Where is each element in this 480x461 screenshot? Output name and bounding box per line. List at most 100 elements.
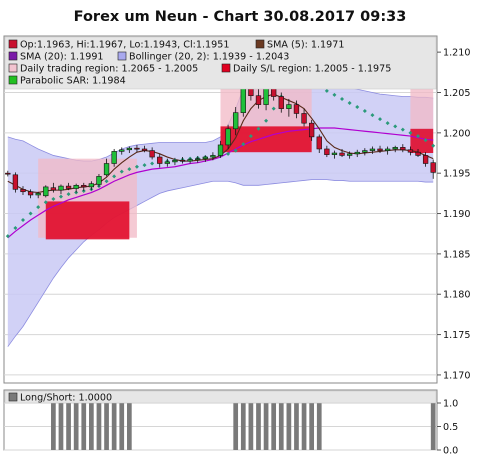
candle-body-7 — [58, 185, 64, 191]
longshort-bar-15 — [119, 403, 125, 450]
candle-body-9 — [73, 184, 79, 189]
sar-dot-4 — [36, 205, 41, 210]
legend-ohlc: Op:1.1963, Hi:1.1967, Lo:1.1943, Cl:1.19… — [20, 40, 229, 51]
y-tick-label-2: 1.200 — [443, 128, 470, 139]
trading-regions — [38, 73, 434, 240]
sar-dot-17 — [134, 164, 139, 169]
ls-y-tick-label-0: 1.0 — [443, 399, 458, 410]
candle-body-44 — [339, 152, 345, 156]
y-tick-label-1: 1.205 — [443, 88, 470, 99]
sar-dot-55 — [423, 138, 428, 143]
sar-dot-47 — [362, 109, 367, 114]
longshort-bar-39 — [301, 403, 307, 450]
legend-sma20: SMA (20): 1.1991 — [20, 52, 104, 63]
sar-dot-42 — [324, 88, 329, 93]
sar-dot-43 — [332, 92, 337, 97]
candle-body-50 — [384, 148, 391, 151]
candle-body-22 — [172, 159, 178, 163]
bollinger-fill — [7, 73, 434, 347]
longshort-bar-56 — [430, 403, 436, 450]
sar-dot-35 — [271, 106, 276, 111]
longshort-bar-13 — [104, 403, 109, 450]
candle-body-17 — [134, 147, 140, 150]
y-tick-label-6: 1.180 — [443, 290, 470, 301]
candle-body-20 — [157, 156, 163, 164]
candle-body-56 — [430, 162, 436, 173]
longshort-bar-9 — [73, 403, 79, 450]
main-y-axis: 1.210 1.205 1.200 1.195 1.190 1.185 1.180 1.175… — [437, 48, 470, 381]
longshort-bar-30 — [233, 403, 239, 450]
longshort-bar-8 — [66, 403, 71, 450]
chart-title: Forex um Neun - Chart 30.08.2017 09:33 — [74, 9, 407, 25]
candle-body-13 — [103, 163, 110, 176]
candle-body-53 — [407, 149, 414, 153]
longshort-bars — [51, 403, 436, 450]
sar-dot-14 — [112, 174, 117, 179]
candle-body-21 — [164, 161, 170, 164]
legend-bollinger: Bollinger (20, 2): 1.1939 - 1.2043 — [129, 52, 289, 63]
ls-y-tick-label-1: 0.5 — [443, 422, 458, 433]
sar-dot-56 — [431, 143, 436, 148]
candle-body-23 — [179, 159, 186, 162]
sar-dot-49 — [378, 117, 383, 122]
legend-sar: Parabolic SAR: 1.1984 — [20, 76, 126, 87]
candle-body-19 — [149, 150, 155, 158]
longshort-bar-11 — [89, 403, 94, 450]
candle-body-45 — [346, 153, 353, 156]
sar-dot-53 — [408, 130, 413, 135]
longshort-bar-41 — [316, 403, 322, 450]
legend-swatch-trading-region — [8, 63, 18, 73]
candle-body-5 — [43, 186, 49, 197]
y-tick-label-5: 1.185 — [443, 249, 470, 260]
sar-dot-51 — [393, 124, 398, 129]
sar-dot-8 — [66, 192, 71, 197]
candle-body-54 — [415, 151, 421, 156]
sar-dot-18 — [142, 163, 147, 168]
candle-body-10 — [81, 184, 87, 188]
longshort-legend-background — [4, 390, 437, 404]
y-tick-label-4: 1.190 — [443, 209, 470, 220]
longshort-bar-6 — [51, 403, 56, 450]
candle-body-40 — [309, 122, 315, 138]
longshort-bar-40 — [309, 403, 315, 450]
candle-body-30 — [233, 112, 239, 130]
candle-body-8 — [65, 185, 72, 189]
sar-dot-44 — [340, 96, 345, 101]
sar-dot-29 — [226, 151, 231, 156]
sar-dot-15 — [119, 169, 124, 174]
candle-body-33 — [255, 95, 262, 105]
candle-body-52 — [400, 147, 406, 151]
candle-body-24 — [187, 159, 193, 162]
longshort-bar-33 — [256, 403, 261, 450]
longshort-bar-32 — [248, 403, 254, 450]
candle-body-37 — [286, 104, 292, 109]
ls-y-tick-label-2: 0.0 — [443, 446, 458, 457]
candle-body-12 — [96, 176, 102, 185]
longshort-bar-37 — [286, 403, 292, 450]
candle-body-15 — [119, 149, 125, 152]
sar-dot-54 — [416, 134, 421, 139]
sar-dot-31 — [241, 142, 246, 147]
candle-body-3 — [27, 191, 34, 196]
sar-dot-32 — [248, 134, 253, 139]
sar-dot-52 — [400, 127, 405, 132]
candle-body-43 — [331, 152, 338, 155]
sl-region-2 — [410, 128, 434, 154]
legend-sma5: SMA (5): 1.1971 — [267, 40, 344, 51]
longshort-legend: Long/Short: 1.0000 — [4, 390, 437, 404]
sar-dot-5 — [43, 200, 48, 205]
sar-dot-13 — [104, 179, 109, 184]
sar-dot-45 — [347, 100, 352, 105]
sar-dot-16 — [127, 167, 132, 172]
legend-swatch-bollinger — [117, 51, 127, 61]
candle-body-1 — [12, 174, 19, 190]
candle-body-4 — [35, 193, 41, 196]
longshort-y-axis: 1.0 0.5 0.0 — [437, 399, 458, 457]
sar-dot-7 — [58, 194, 63, 199]
candlesticks — [5, 77, 436, 199]
longshort-bar-35 — [271, 403, 277, 450]
candle-body-35 — [271, 88, 277, 97]
candle-body-18 — [141, 148, 148, 151]
longshort-bar-16 — [126, 403, 132, 450]
legend-background — [4, 36, 437, 90]
